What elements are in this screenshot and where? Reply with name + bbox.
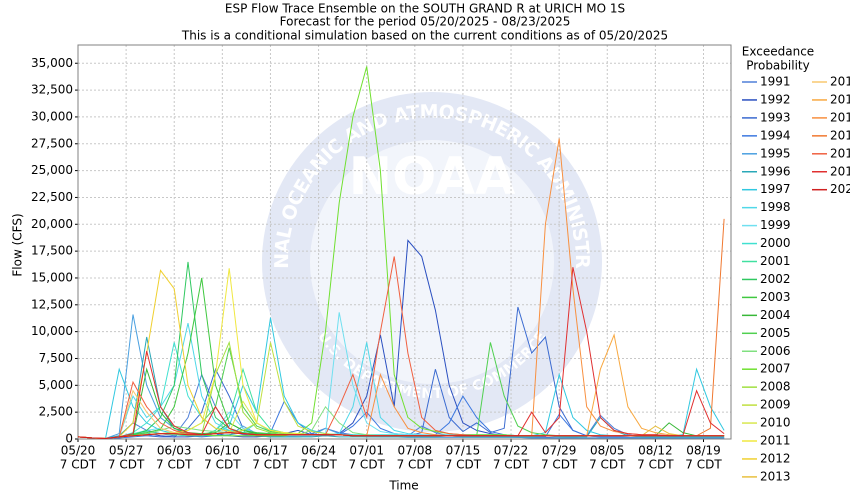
x-tick-time: 7 CDT (108, 458, 145, 472)
legend-label: 1999 (760, 218, 791, 232)
watermark-inner (310, 140, 554, 384)
x-tick-time: 7 CDT (589, 458, 626, 472)
legend-label: 1998 (760, 200, 791, 214)
chart-subtitle: This is a conditional simulation based o… (181, 29, 668, 43)
chart-title: ESP Flow Trace Ensemble on the SOUTH GRA… (225, 2, 625, 16)
legend-label: 2000 (760, 236, 791, 250)
legend-label: 2014 (830, 75, 850, 89)
x-tick-time: 7 CDT (60, 458, 97, 472)
y-tick-label: 10,000 (31, 324, 73, 338)
legend-label: 2015 (830, 92, 850, 106)
legend-label: 2017 (830, 128, 850, 142)
y-tick-label: 25,000 (31, 163, 73, 177)
legend-label: 2013 (760, 469, 791, 483)
y-tick-label: 7,500 (39, 351, 73, 365)
y-tick-label: 22,500 (31, 190, 73, 204)
x-tick-time: 7 CDT (493, 458, 530, 472)
legend-label: 2018 (830, 146, 850, 160)
chart-subtitle: Forecast for the period 05/20/2025 - 08/… (280, 15, 571, 29)
x-tick-label: 07/08 (398, 444, 433, 458)
y-axis-label: Flow (CFS) (11, 213, 25, 276)
y-tick-label: 30,000 (31, 109, 73, 123)
x-tick-label: 08/05 (590, 444, 625, 458)
y-tick-label: 2,500 (39, 405, 73, 419)
legend-title: Exceedance (742, 45, 814, 59)
y-tick-label: 5,000 (39, 378, 73, 392)
legend-label: 2009 (760, 398, 791, 412)
x-tick-label: 06/03 (157, 444, 192, 458)
y-tick-label: 35,000 (31, 56, 73, 70)
x-tick-label: 06/17 (253, 444, 288, 458)
legend-label: 2005 (760, 326, 791, 340)
x-tick-time: 7 CDT (541, 458, 578, 472)
y-tick-label: 12,500 (31, 297, 73, 311)
plot-frame (77, 44, 732, 440)
x-tick-time: 7 CDT (685, 458, 722, 472)
legend-label: 2011 (760, 434, 791, 448)
x-tick-label: 05/20 (61, 444, 96, 458)
legend-label: 2007 (760, 362, 791, 376)
legend-label: 2003 (760, 290, 791, 304)
legend-label: 1995 (760, 146, 791, 160)
legend-label: 2001 (760, 254, 791, 268)
series-line (77, 432, 725, 440)
y-tick-label: 27,500 (31, 136, 73, 150)
y-tick-label: 32,500 (31, 83, 73, 97)
legend-label: 2020 (830, 182, 850, 196)
legend-label: 1992 (760, 92, 791, 106)
x-tick-time: 7 CDT (637, 458, 674, 472)
x-tick-label: 07/01 (349, 444, 384, 458)
legend-label: 2008 (760, 380, 791, 394)
x-tick-label: 08/12 (638, 444, 673, 458)
x-tick-time: 7 CDT (397, 458, 434, 472)
legend-label: 2019 (830, 164, 850, 178)
legend-label: 2006 (760, 344, 791, 358)
x-tick-label: 06/24 (301, 444, 336, 458)
x-tick-label: 08/19 (686, 444, 721, 458)
x-tick-time: 7 CDT (156, 458, 193, 472)
x-tick-label: 05/27 (109, 444, 144, 458)
legend-label: 2004 (760, 308, 791, 322)
x-tick-label: 07/22 (494, 444, 529, 458)
x-axis-label: Time (388, 479, 418, 493)
x-tick-time: 7 CDT (348, 458, 385, 472)
watermark-logo: NOAA (349, 147, 516, 207)
legend-label: 1994 (760, 128, 791, 142)
x-tick-label: 07/15 (446, 444, 481, 458)
y-tick-label: 20,000 (31, 217, 73, 231)
x-tick-time: 7 CDT (300, 458, 337, 472)
legend-label: 2010 (760, 416, 791, 430)
legend-title: Probability (746, 59, 809, 73)
x-tick-time: 7 CDT (445, 458, 482, 472)
legend-label: 1997 (760, 182, 791, 196)
y-tick-label: 17,500 (31, 244, 73, 258)
legend-label: 2016 (830, 110, 850, 124)
y-tick-label: 15,000 (31, 270, 73, 284)
legend-label: 1991 (760, 75, 791, 89)
x-tick-time: 7 CDT (204, 458, 241, 472)
x-tick-label: 06/10 (205, 444, 240, 458)
legend-label: 2002 (760, 272, 791, 286)
x-tick-label: 07/29 (542, 444, 577, 458)
legend-label: 1993 (760, 110, 791, 124)
legend-label: 2012 (760, 451, 791, 465)
legend-label: 1996 (760, 164, 791, 178)
x-tick-time: 7 CDT (252, 458, 289, 472)
y-tick-label: 0 (65, 432, 73, 446)
